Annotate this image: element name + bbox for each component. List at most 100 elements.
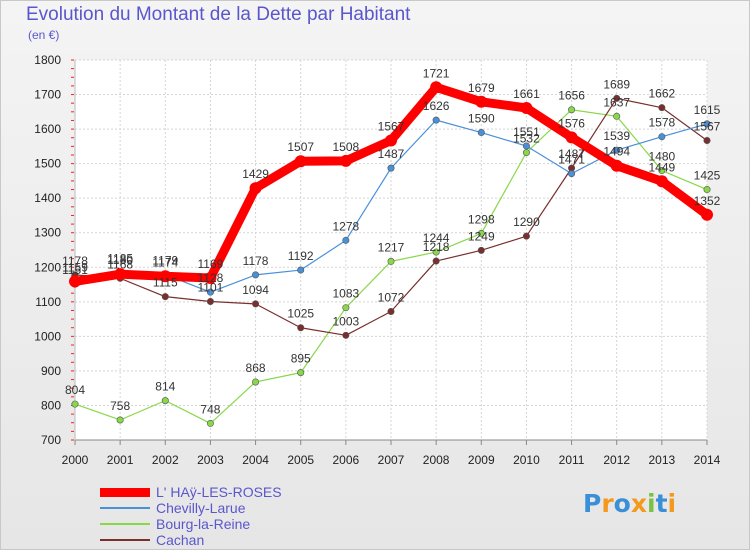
x-tick-label: 2008 bbox=[423, 453, 450, 467]
series-2-data-label: 1480 bbox=[649, 150, 676, 164]
series-2-point bbox=[116, 416, 124, 424]
series-0-data-label: 1721 bbox=[423, 66, 450, 80]
series-1-point bbox=[297, 266, 305, 274]
y-tick-label: 1000 bbox=[34, 329, 61, 343]
series-2-point bbox=[658, 167, 666, 175]
series-3-data-label: 1487 bbox=[558, 147, 585, 161]
series-0-data-label: 1174 bbox=[152, 255, 178, 269]
series-0-data-label: 1508 bbox=[333, 140, 360, 154]
series-2-data-label: 1532 bbox=[513, 132, 540, 146]
series-2-data-label: 1656 bbox=[558, 89, 585, 103]
series-1-data-label: 1192 bbox=[288, 249, 314, 263]
series-3-point bbox=[206, 297, 214, 305]
series-0-point bbox=[159, 270, 172, 283]
legend-label: Bourg-la-Reine bbox=[156, 516, 251, 532]
series-1-data-label: 1590 bbox=[468, 112, 495, 126]
series-2-point bbox=[252, 378, 260, 386]
series-3-point bbox=[387, 307, 395, 315]
series-1-data-label: 1185 bbox=[107, 251, 133, 265]
series-2-data-label: 1083 bbox=[333, 287, 360, 301]
series-2-point bbox=[206, 419, 214, 427]
series-0-data-label: 1180 bbox=[107, 253, 133, 267]
series-3-data-label: 1249 bbox=[468, 229, 495, 243]
series-2-point bbox=[297, 369, 305, 377]
legend-label: Chevilly-Larue bbox=[156, 500, 246, 516]
series-1-data-label: 1151 bbox=[62, 263, 88, 277]
series-2-data-label: 758 bbox=[110, 399, 130, 413]
series-2-data-label: 1425 bbox=[694, 169, 721, 183]
series-3-data-label: 1115 bbox=[153, 276, 178, 290]
series-1-point bbox=[206, 288, 214, 296]
logo-letter: r bbox=[601, 489, 614, 518]
series-3-point bbox=[342, 331, 350, 339]
series-1-data-label: 1128 bbox=[198, 271, 224, 285]
x-tick-label: 2012 bbox=[603, 453, 630, 467]
series-3-point bbox=[522, 232, 530, 240]
y-tick-label: 1100 bbox=[35, 295, 61, 309]
series-2-data-label: 814 bbox=[155, 380, 175, 394]
series-0-data-label: 1576 bbox=[558, 116, 585, 130]
series-0-data-label: 1661 bbox=[513, 87, 540, 101]
logo-letter: o bbox=[613, 489, 631, 518]
series-3-data-label: 1072 bbox=[378, 290, 405, 304]
legend-swatch bbox=[100, 539, 150, 541]
series-3-data-label: 1168 bbox=[107, 257, 133, 271]
y-tick-label: 1300 bbox=[34, 226, 61, 240]
series-0-data-label: 1429 bbox=[242, 167, 269, 181]
series-0-point bbox=[294, 155, 307, 168]
series-0-point bbox=[475, 95, 488, 108]
legend-label: L' HAÿ-LES-ROSES bbox=[156, 484, 282, 500]
series-3-data-label: 1290 bbox=[513, 215, 540, 229]
x-tick-label: 2003 bbox=[197, 453, 224, 467]
series-0-point bbox=[565, 131, 578, 144]
series-0-data-label: 1567 bbox=[378, 119, 405, 133]
series-1-data-label: 1539 bbox=[603, 129, 630, 143]
series-2-point bbox=[522, 149, 530, 157]
series-2-point bbox=[703, 186, 711, 194]
series-3-point bbox=[252, 300, 260, 308]
series-0-point bbox=[114, 268, 127, 281]
y-tick-label: 1700 bbox=[34, 88, 61, 102]
x-tick-label: 2004 bbox=[242, 453, 269, 467]
y-tick-label: 1800 bbox=[34, 53, 61, 67]
series-1-point bbox=[477, 129, 485, 137]
series-0-data-label: 1494 bbox=[603, 145, 630, 159]
series-1-data-label: 1278 bbox=[333, 219, 360, 233]
logo-letter: i bbox=[667, 489, 677, 518]
y-tick-label: 800 bbox=[41, 398, 61, 412]
x-tick-label: 2000 bbox=[62, 453, 89, 467]
series-3-data-label: 1101 bbox=[198, 280, 224, 294]
legend-item-0: L' HAÿ-LES-ROSES bbox=[100, 484, 360, 500]
series-2-data-label: 1298 bbox=[468, 212, 495, 226]
series-3-point bbox=[161, 293, 169, 301]
series-1-point bbox=[342, 236, 350, 244]
series-0-data-label: 1159 bbox=[62, 260, 88, 274]
series-0-point bbox=[701, 208, 713, 221]
series-2-data-label: 868 bbox=[246, 361, 266, 375]
proxiti-logo: Proxiti bbox=[583, 489, 676, 518]
series-0-data-label: 1352 bbox=[694, 194, 721, 208]
series-2-point bbox=[613, 112, 621, 120]
series-2-data-label: 1244 bbox=[423, 231, 450, 245]
x-tick-label: 2002 bbox=[152, 453, 179, 467]
series-3-data-label: 1094 bbox=[242, 283, 269, 297]
series-1-point bbox=[703, 120, 711, 128]
series-2-data-label: 895 bbox=[291, 352, 311, 366]
series-0-point bbox=[204, 271, 217, 284]
legend-item-3: Cachan bbox=[100, 532, 360, 548]
series-2-point bbox=[477, 229, 485, 237]
series-1-point bbox=[568, 170, 576, 178]
legend-swatch bbox=[100, 523, 150, 525]
legend-swatch bbox=[100, 507, 150, 509]
y-tick-label: 700 bbox=[41, 433, 61, 447]
logo-letter: x bbox=[630, 489, 647, 518]
series-2-point bbox=[568, 106, 576, 114]
series-3-point bbox=[297, 324, 305, 332]
series-1-point bbox=[252, 271, 260, 279]
series-0-data-label: 1169 bbox=[198, 257, 224, 271]
series-1-data-label: 1178 bbox=[243, 254, 269, 268]
series-2-data-label: 748 bbox=[200, 402, 220, 416]
legend: L' HAÿ-LES-ROSES Chevilly-Larue Bourg-la-R… bbox=[100, 484, 360, 548]
series-3-data-label: 1567 bbox=[694, 119, 721, 133]
series-2-point bbox=[387, 257, 395, 265]
